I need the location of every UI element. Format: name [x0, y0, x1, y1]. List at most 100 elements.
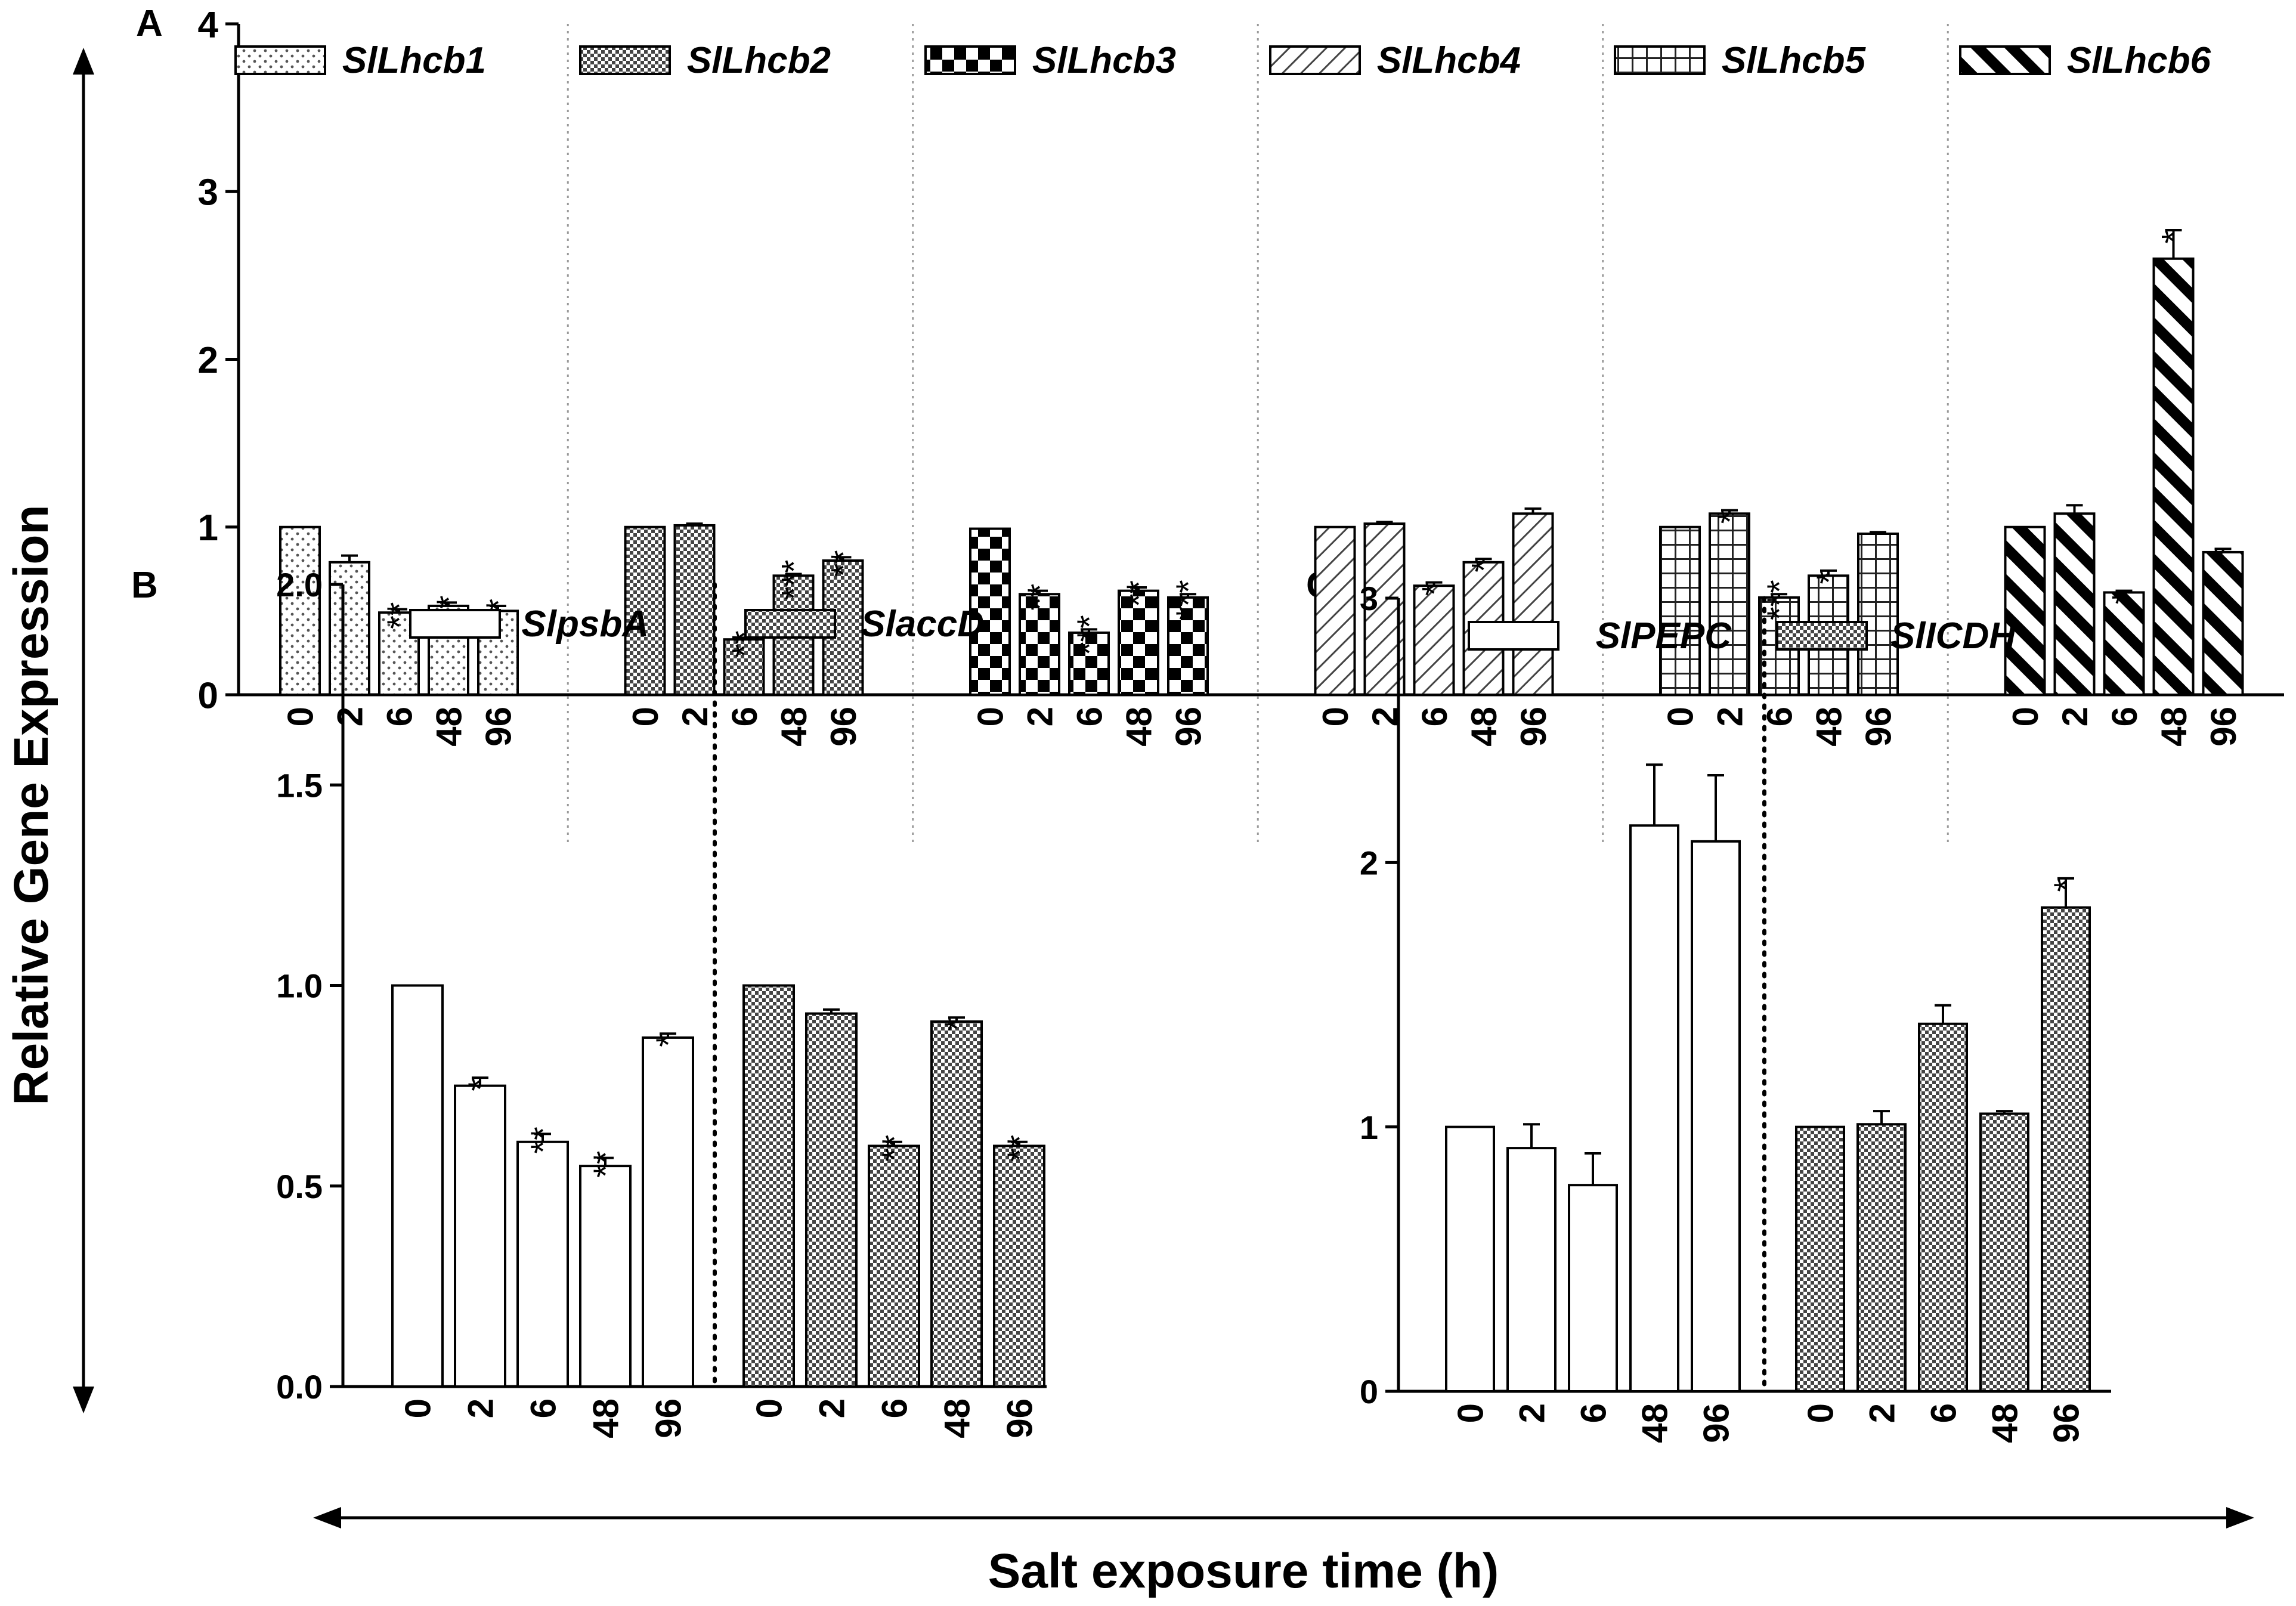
bar [868, 1144, 920, 1388]
x-tick-label: 6 [2105, 707, 2145, 726]
x-tick-label: 6 [1574, 1403, 1614, 1423]
bar [1979, 1112, 2029, 1393]
significance-label: ** [524, 1127, 563, 1153]
y-tick-label: 0.5 [276, 1168, 323, 1205]
y-tick-label: 1.5 [276, 766, 323, 804]
shared-y-arrow [73, 48, 94, 1413]
x-tick-label: 0 [398, 1398, 438, 1418]
x-tick-label: 6 [1415, 707, 1455, 726]
bar [969, 527, 1011, 696]
legend-swatch [1776, 621, 1868, 651]
legend-swatch [579, 45, 671, 75]
y-tick-label: 0.0 [276, 1368, 323, 1406]
significance-label: * [2155, 230, 2193, 244]
bar [2103, 591, 2145, 696]
significance-label: ** [1021, 584, 1060, 611]
significance-label: ** [875, 1135, 914, 1162]
x-tick-label: 48 [2154, 707, 2194, 747]
x-tick-label: 2 [675, 707, 715, 726]
x-tick-label: 96 [649, 1398, 689, 1438]
legend-label: SlLhcb2 [687, 40, 831, 81]
legend-label: SlaccD [861, 604, 984, 645]
bar [742, 984, 795, 1388]
y-tick-label: 2.0 [276, 566, 323, 604]
x-tick-label: 6 [1070, 707, 1110, 726]
significance-label: *** [1169, 580, 1208, 620]
significance-label: *** [1070, 615, 1109, 655]
bar [1857, 533, 1899, 696]
bar [2202, 550, 2244, 696]
x-tick-label: 0 [281, 707, 321, 726]
bar [454, 1084, 506, 1388]
x-tick-label: 48 [1119, 707, 1159, 747]
y-tick-label: 2 [198, 340, 218, 381]
bar [1118, 589, 1159, 696]
bar [2041, 906, 2091, 1393]
bar [1918, 1022, 1968, 1393]
significance-label: ** [1001, 1135, 1039, 1162]
x-tick-label: 48 [937, 1398, 977, 1438]
x-tick-label: 6 [380, 707, 420, 726]
legend-label: SlLhcb5 [1722, 40, 1867, 81]
bar [723, 638, 765, 696]
x-tick-label: 96 [2047, 1403, 2087, 1443]
bar [516, 1140, 569, 1388]
y-tick-label: 3 [198, 172, 218, 213]
x-tick-label: 0 [2006, 707, 2046, 726]
bar [1659, 525, 1701, 696]
bar [805, 1012, 858, 1388]
bar [1856, 1123, 1907, 1393]
x-tick-label: 48 [586, 1398, 626, 1438]
x-tick-label: 0 [626, 707, 666, 726]
significance-label: *** [1760, 580, 1799, 620]
significance-label: * [1810, 571, 1849, 584]
bar [279, 525, 321, 696]
legend-label: SlLhcb1 [342, 40, 486, 81]
x-tick-label: 48 [429, 707, 469, 747]
bar [1691, 840, 1741, 1393]
panel-label-b: B [131, 565, 158, 606]
bar [1413, 584, 1455, 696]
significance-label: ** [1120, 580, 1159, 607]
bar [2053, 512, 2096, 696]
x-tick-label: 2 [1512, 1403, 1552, 1423]
bar [1709, 512, 1750, 696]
bar [624, 525, 666, 696]
bar [1314, 525, 1356, 696]
bar [993, 1144, 1045, 1388]
bar [579, 1165, 632, 1388]
x-tick-label: 0 [1661, 707, 1701, 726]
bar [391, 984, 444, 1388]
bar [642, 1036, 694, 1388]
y-tick-label: 0 [198, 675, 218, 716]
bar [930, 1020, 983, 1388]
x-tick-label: 96 [479, 707, 519, 747]
x-tick-label: 2 [812, 1398, 852, 1418]
bar [673, 524, 716, 696]
x-tick-label: 6 [1924, 1403, 1964, 1423]
x-tick-label: 0 [1451, 1403, 1491, 1423]
y-tick-label: 2 [1360, 844, 1378, 881]
y-tick-label: 1.0 [276, 967, 323, 1005]
x-tick-label: 2 [1862, 1403, 1902, 1423]
significance-label: * [2105, 591, 2144, 605]
x-tick-label: 96 [1859, 707, 1899, 747]
significance-label: * [1415, 583, 1454, 596]
bar [1629, 824, 1679, 1393]
legend-swatch [234, 45, 326, 75]
bar [1445, 1125, 1495, 1393]
x-tick-label: 48 [1809, 707, 1849, 747]
x-tick-label: 2 [2055, 707, 2095, 726]
y-tick-label: 1 [198, 508, 218, 549]
x-tick-label: 0 [750, 1398, 790, 1418]
x-tick-label: 48 [1985, 1403, 2025, 1443]
x-tick-label: 96 [1169, 707, 1209, 747]
x-tick-label: 48 [1635, 1403, 1675, 1443]
x-tick-label: 96 [1000, 1398, 1040, 1438]
y-tick-label: 1 [1360, 1109, 1378, 1146]
panel-b: 0.0 0.5 1.0 1.5 2.0 SlpsbA 0 * 2 ** 6 ** 48 * 96 SlaccD… [276, 566, 1047, 1438]
bar [2152, 257, 2195, 696]
bar [1019, 593, 1060, 696]
